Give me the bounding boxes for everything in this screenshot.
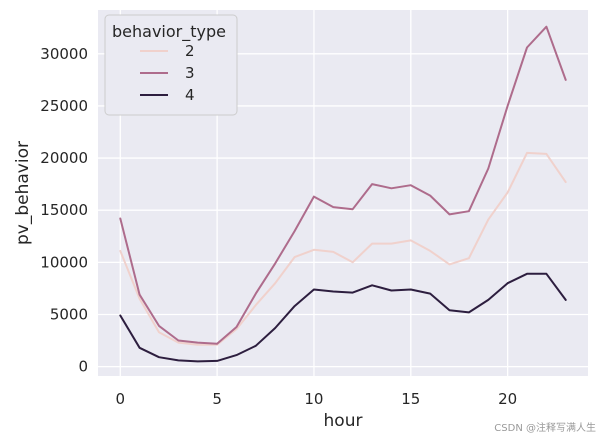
x-tick-label: 0 xyxy=(115,390,125,408)
x-tick-label: 5 xyxy=(212,390,222,408)
series-line-2 xyxy=(119,151,567,346)
series-line-3 xyxy=(119,25,567,345)
legend-label-4: 4 xyxy=(185,86,195,104)
legend-label-2: 2 xyxy=(185,42,195,60)
y-tick-label: 0 xyxy=(78,358,88,376)
y-tick-label: 15000 xyxy=(40,201,88,219)
y-tick-label: 10000 xyxy=(40,253,88,271)
x-tick-label: 10 xyxy=(304,390,323,408)
legend-box xyxy=(104,14,238,116)
y-tick-label: 30000 xyxy=(40,45,88,63)
x-axis-label: hour xyxy=(324,411,363,431)
x-tick-label: 15 xyxy=(401,390,420,408)
y-tick-label: 20000 xyxy=(40,149,88,167)
y-tick-labels: 0 5000 10000 15000 20000 25000 30000 xyxy=(40,45,88,376)
grid-lines xyxy=(98,10,588,376)
x-tick-labels: 0 5 10 15 20 xyxy=(115,390,517,408)
y-axis-label: pv_behavior xyxy=(13,141,33,245)
legend-label-3: 3 xyxy=(185,64,195,82)
y-tick-label: 25000 xyxy=(40,97,88,115)
x-tick-label: 20 xyxy=(498,390,517,408)
series-lines xyxy=(119,25,567,363)
series-line-4 xyxy=(119,272,567,363)
y-tick-label: 5000 xyxy=(50,305,88,323)
watermark: CSDN @注释写满人生 xyxy=(494,423,596,434)
legend-title: behavior_type xyxy=(112,22,226,42)
legend: behavior_type 2 3 4 xyxy=(104,14,238,116)
legend-items: 2 3 4 xyxy=(140,42,195,104)
